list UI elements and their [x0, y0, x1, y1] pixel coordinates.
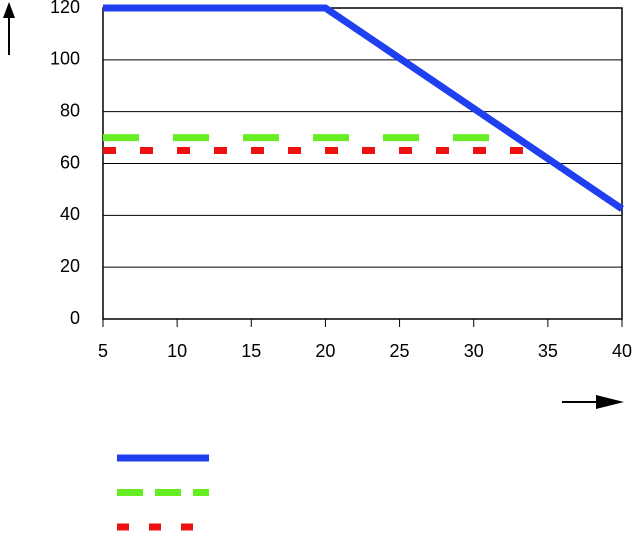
x-axis-arrow-head: [596, 395, 624, 409]
x-tick-label: 40: [612, 341, 632, 361]
y-tick-label: 20: [60, 256, 80, 276]
y-tick-label: 40: [60, 204, 80, 224]
x-tick-label: 10: [167, 341, 187, 361]
x-tick-label: 20: [315, 341, 335, 361]
y-tick-label: 100: [50, 49, 80, 69]
y-tick-label: 120: [50, 0, 80, 17]
x-tick-label: 30: [464, 341, 484, 361]
y-tick-label: 80: [60, 100, 80, 120]
x-tick-label: 5: [98, 341, 108, 361]
plot-frame: [102, 7, 623, 320]
series-line: [103, 4, 624, 212]
x-tick-label: 25: [390, 341, 410, 361]
y-tick-label: 60: [60, 152, 80, 172]
x-tick-label: 35: [538, 341, 558, 361]
y-tick-label: 0: [70, 308, 80, 328]
x-tick-label: 15: [241, 341, 261, 361]
y-axis-arrow-head: [3, 2, 15, 18]
